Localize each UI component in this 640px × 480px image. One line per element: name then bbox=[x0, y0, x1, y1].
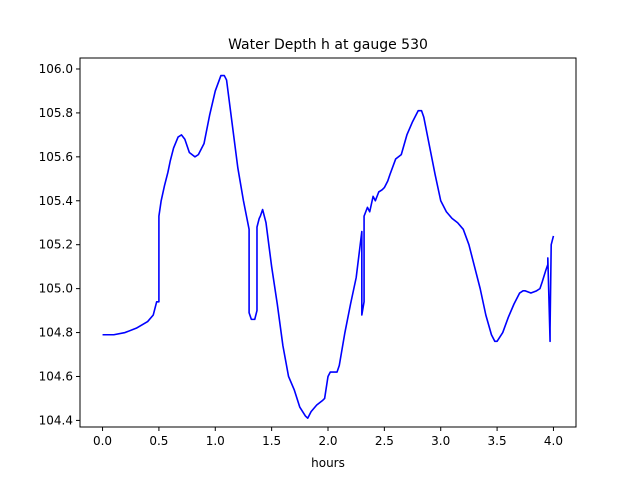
y-tick-label: 104.6 bbox=[39, 369, 73, 383]
y-tick-label: 105.4 bbox=[39, 194, 73, 208]
x-tick-label: 0.0 bbox=[93, 434, 112, 448]
x-tick-label: 1.0 bbox=[206, 434, 225, 448]
y-tick-label: 104.8 bbox=[39, 326, 73, 340]
x-tick-label: 3.5 bbox=[488, 434, 507, 448]
x-axis-label: hours bbox=[311, 456, 345, 470]
x-tick-label: 1.5 bbox=[262, 434, 281, 448]
y-tick-label: 104.4 bbox=[39, 413, 73, 427]
y-tick-label: 105.8 bbox=[39, 106, 73, 120]
y-tick-label: 106.0 bbox=[39, 62, 73, 76]
y-tick-label: 105.2 bbox=[39, 238, 73, 252]
y-axis-ticks: 104.4 104.6 104.8 105.0 105.2 105.4 105.6 105.8… bbox=[39, 62, 80, 427]
x-tick-label: 2.0 bbox=[318, 434, 337, 448]
y-tick-label: 105.0 bbox=[39, 282, 73, 296]
x-axis-ticks: 0.0 0.5 1.0 1.5 2.0 2.5 3.0 3.5 4.0 bbox=[93, 427, 563, 448]
x-tick-label: 0.5 bbox=[149, 434, 168, 448]
x-tick-label: 3.0 bbox=[431, 434, 450, 448]
water-depth-series-line bbox=[102, 74, 555, 420]
y-tick-label: 105.6 bbox=[39, 150, 73, 164]
x-tick-label: 2.5 bbox=[375, 434, 394, 448]
chart-title: Water Depth h at gauge 530 bbox=[228, 37, 428, 53]
x-tick-label: 4.0 bbox=[544, 434, 563, 448]
